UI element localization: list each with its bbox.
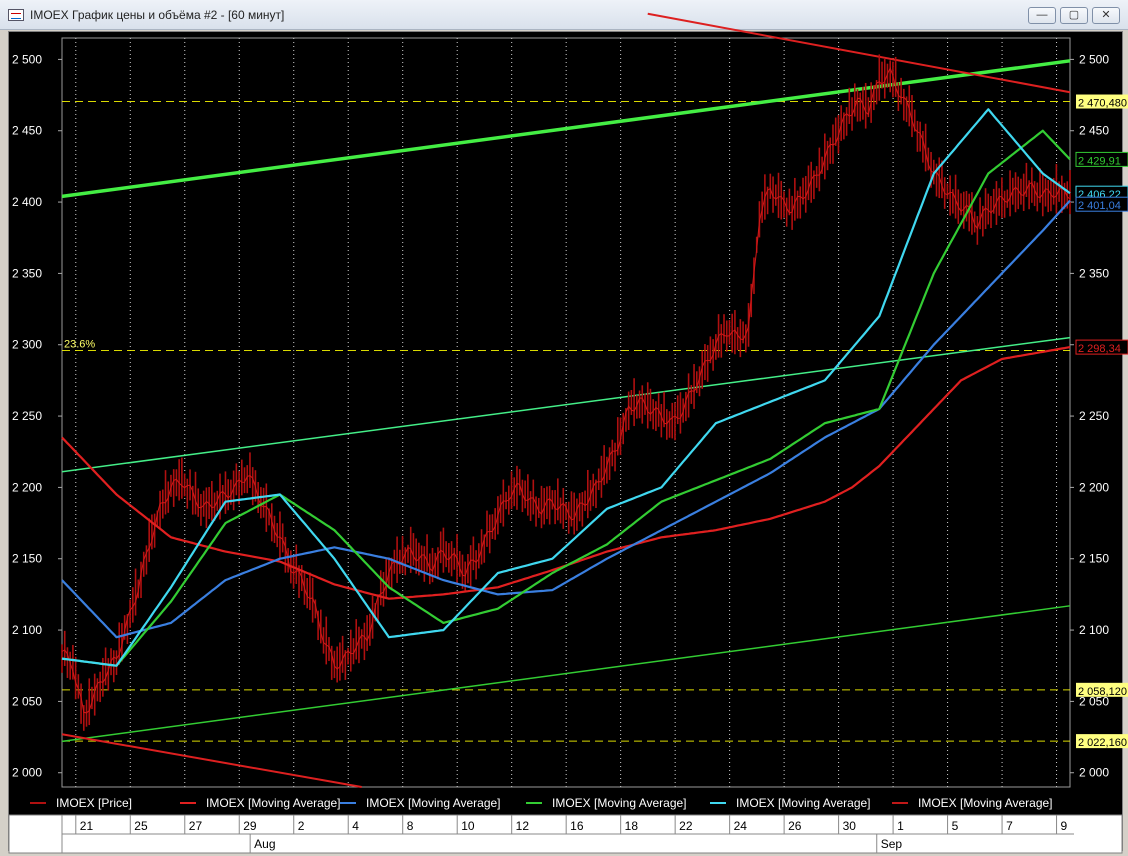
y-tick-label-right: 2 250 [1079,409,1109,423]
y-tick-label-right: 2 500 [1079,52,1109,66]
close-button[interactable]: ✕ [1092,7,1120,24]
trendline [647,12,1071,94]
reference-label: 2 022,160 [1078,737,1127,749]
month-label: Sep [881,837,903,851]
y-tick-label-left: 2 000 [12,766,42,780]
trendline [61,605,1071,743]
value-tag-box [1075,196,1128,212]
value-tag-label: 2 401,04 [1078,200,1121,212]
value-tag-box [1075,151,1128,167]
y-tick-label-left: 2 200 [12,480,42,494]
y-tick-label-left: 2 250 [12,409,42,423]
reference-label-bg [1076,734,1128,749]
time-tick-label: 7 [1006,819,1013,833]
trendline [61,59,1071,199]
time-tick-label: 21 [80,819,94,833]
legend-label: IMOEX [Moving Average] [206,796,341,810]
y-tick-label-left: 2 400 [12,195,42,209]
y-tick-label-left: 2 450 [12,124,42,138]
reference-label-bg [1076,94,1128,109]
time-tick-label: 9 [1061,819,1068,833]
month-label: Aug [254,837,275,851]
trendline [61,336,1071,473]
y-tick-label-left: 2 100 [12,623,42,637]
chart-app-icon [8,9,24,21]
time-tick-label: 26 [788,819,802,833]
legend-label: IMOEX [Moving Average] [918,796,1053,810]
legend-label: IMOEX [Moving Average] [552,796,687,810]
time-tick-label: 27 [189,819,203,833]
legend-label: IMOEX [Price] [56,796,132,810]
y-tick-label-right: 2 200 [1079,480,1109,494]
y-tick-label-right: 2 050 [1079,694,1109,708]
time-tick-label: 2 [298,819,305,833]
fib-level-label: 23.6% [64,338,95,350]
y-tick-label-left: 2 500 [12,52,42,66]
y-tick-label-left: 2 150 [12,552,42,566]
legend-label: IMOEX [Moving Average] [366,796,501,810]
reference-label-bg [1076,682,1128,697]
time-tick-label: 22 [679,819,693,833]
time-tick-label: 16 [570,819,584,833]
time-tick-label: 8 [407,819,414,833]
maximize-button[interactable]: ▢ [1060,7,1088,24]
moving-average-blue [61,199,1071,639]
time-tick-label: 10 [461,819,475,833]
minimize-button[interactable]: — [1028,7,1056,24]
y-tick-label-left: 2 350 [12,266,42,280]
y-tick-label-right: 2 150 [1079,552,1109,566]
legend-bg [9,789,1122,814]
reference-label: 2 470,480 [1078,98,1127,110]
legend-label: IMOEX [Moving Average] [736,796,871,810]
moving-average-green [61,129,1071,667]
price-line [61,66,1071,714]
value-tag-label: 2 298,34 [1078,343,1121,355]
time-tick-label: 18 [625,819,639,833]
window-title: IMOEX График цены и объёма #2 - [60 мину… [30,8,285,22]
y-tick-label-right: 2 100 [1079,623,1109,637]
time-tick-label: 29 [243,819,257,833]
y-tick-label-left: 2 050 [12,694,42,708]
value-tag-label: 2 429,91 [1078,155,1121,167]
time-tick-label: 30 [843,819,857,833]
time-tick-label: 12 [516,819,530,833]
trendline [61,733,362,788]
time-tick-label: 24 [734,819,748,833]
reference-label: 2 058,120 [1078,686,1127,698]
time-tick-label: 5 [952,819,959,833]
time-tick-label: 25 [134,819,148,833]
value-tag-box [1075,339,1128,355]
time-tick-label: 4 [352,819,359,833]
y-tick-label-left: 2 300 [12,338,42,352]
time-tick-label: 1 [897,819,904,833]
window-titlebar: IMOEX График цены и объёма #2 - [60 мину… [0,0,1128,30]
y-tick-label-right: 2 000 [1079,766,1109,780]
moving-average-red [61,346,1071,600]
moving-average-cyan [61,108,1071,667]
y-tick-label-right: 2 350 [1079,266,1109,280]
y-tick-label-right: 2 450 [1079,124,1109,138]
